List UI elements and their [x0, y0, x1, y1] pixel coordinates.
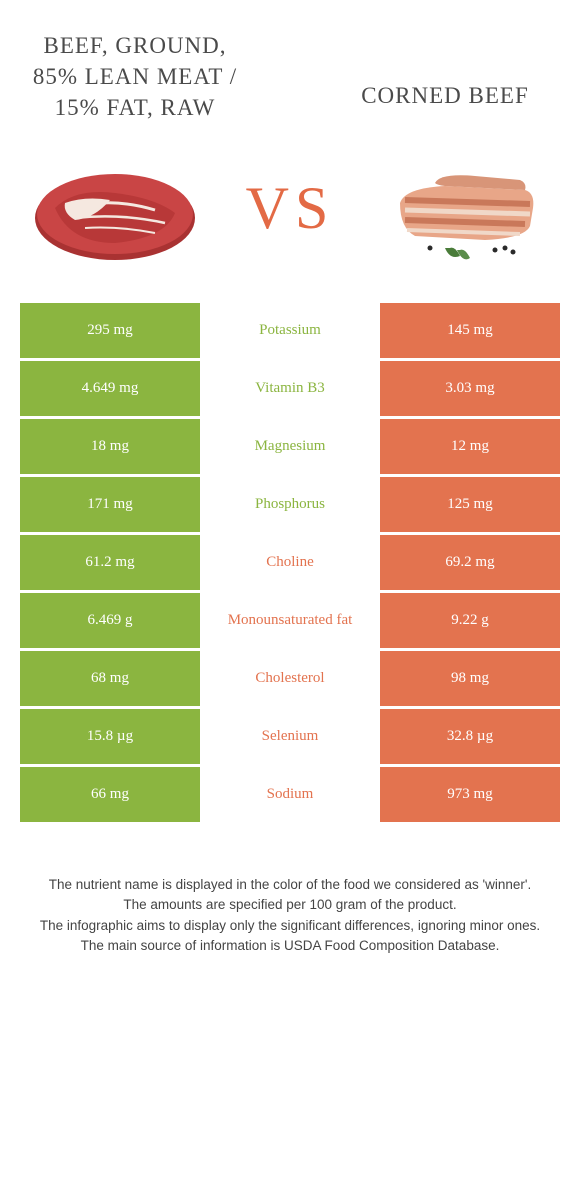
nutrient-name-cell: Potassium: [200, 303, 380, 361]
nutrient-name-cell: Vitamin B3: [200, 361, 380, 419]
right-value-cell: 32.8 µg: [380, 709, 560, 767]
footer-line: The nutrient name is displayed in the co…: [30, 875, 550, 895]
right-value-cell: 3.03 mg: [380, 361, 560, 419]
right-food-image: [370, 143, 560, 273]
right-value-cell: 98 mg: [380, 651, 560, 709]
table-row: 61.2 mgCholine69.2 mg: [20, 535, 560, 593]
nutrient-name-cell: Phosphorus: [200, 477, 380, 535]
right-food-title: CORNED BEEF: [340, 30, 550, 111]
left-value-cell: 15.8 µg: [20, 709, 200, 767]
nutrient-name-cell: Selenium: [200, 709, 380, 767]
right-value-cell: 145 mg: [380, 303, 560, 361]
footer-line: The main source of information is USDA F…: [30, 936, 550, 956]
table-row: 4.649 mgVitamin B33.03 mg: [20, 361, 560, 419]
nutrient-name-cell: Sodium: [200, 767, 380, 825]
table-row: 68 mgCholesterol98 mg: [20, 651, 560, 709]
footer-line: The infographic aims to display only the…: [30, 916, 550, 936]
vs-label: VS: [246, 174, 335, 243]
nutrient-name-cell: Monounsaturated fat: [200, 593, 380, 651]
table-row: 15.8 µgSelenium32.8 µg: [20, 709, 560, 767]
footer-notes: The nutrient name is displayed in the co…: [0, 825, 580, 976]
right-value-cell: 12 mg: [380, 419, 560, 477]
left-food-title: BEEF, GROUND, 85% LEAN MEAT / 15% FAT, R…: [30, 30, 240, 123]
nutrient-table: 295 mgPotassium145 mg4.649 mgVitamin B33…: [20, 303, 560, 825]
table-row: 295 mgPotassium145 mg: [20, 303, 560, 361]
footer-line: The amounts are specified per 100 gram o…: [30, 895, 550, 915]
table-row: 6.469 gMonounsaturated fat9.22 g: [20, 593, 560, 651]
left-food-image: [20, 143, 210, 273]
right-value-cell: 973 mg: [380, 767, 560, 825]
infographic-container: BEEF, GROUND, 85% LEAN MEAT / 15% FAT, R…: [0, 0, 580, 976]
right-value-cell: 9.22 g: [380, 593, 560, 651]
nutrient-name-cell: Magnesium: [200, 419, 380, 477]
left-value-cell: 6.469 g: [20, 593, 200, 651]
left-value-cell: 4.649 mg: [20, 361, 200, 419]
header: BEEF, GROUND, 85% LEAN MEAT / 15% FAT, R…: [0, 0, 580, 133]
nutrient-name-cell: Cholesterol: [200, 651, 380, 709]
table-row: 66 mgSodium973 mg: [20, 767, 560, 825]
left-value-cell: 61.2 mg: [20, 535, 200, 593]
table-row: 171 mgPhosphorus125 mg: [20, 477, 560, 535]
left-value-cell: 295 mg: [20, 303, 200, 361]
left-value-cell: 18 mg: [20, 419, 200, 477]
left-value-cell: 68 mg: [20, 651, 200, 709]
nutrient-name-cell: Choline: [200, 535, 380, 593]
table-row: 18 mgMagnesium12 mg: [20, 419, 560, 477]
right-value-cell: 125 mg: [380, 477, 560, 535]
left-value-cell: 171 mg: [20, 477, 200, 535]
right-value-cell: 69.2 mg: [380, 535, 560, 593]
left-value-cell: 66 mg: [20, 767, 200, 825]
images-row: VS: [0, 133, 580, 303]
